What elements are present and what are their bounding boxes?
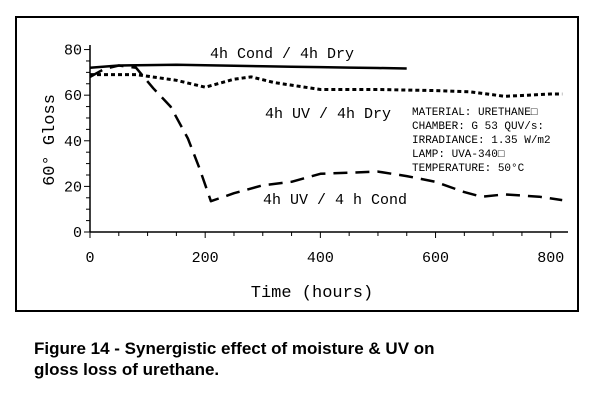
- annotation-material: MATERIAL: URETHANE□: [412, 107, 538, 119]
- series-label-4h-uv-4h-cond: 4h UV / 4 h Cond: [263, 192, 407, 209]
- series-label-4h-uv-4h-dry: 4h UV / 4h Dry: [265, 106, 391, 123]
- series-line-4h-cond-4h-dry: [89, 63, 407, 70]
- chart-frame: [15, 16, 579, 312]
- figure-caption: Figure 14 - Synergistic effect of moistu…: [34, 338, 594, 380]
- x-tick-label: 400: [307, 250, 334, 267]
- y-tick-label: 60: [64, 88, 82, 105]
- series-label-4h-cond-4h-dry: 4h Cond / 4h Dry: [210, 46, 354, 63]
- test-conditions-annotation: MATERIAL: URETHANE□ CHAMBER: G 53 QUV/s:…: [412, 107, 551, 175]
- caption-line-2: gloss loss of urethane.: [34, 360, 220, 379]
- annotation-temperature: TEMPERATURE: 50°C: [412, 163, 525, 175]
- y-tick-label: 40: [64, 134, 82, 151]
- annotation-lamp: LAMP: UVA-340□: [412, 149, 505, 161]
- x-axis-label: Time (hours): [251, 284, 373, 303]
- y-tick-label: 0: [73, 225, 82, 242]
- x-tick-label: 0: [85, 250, 94, 267]
- series-line-4h-uv-4h-dry: [90, 73, 563, 98]
- y-tick-label: 80: [64, 43, 82, 60]
- annotation-chamber: CHAMBER: G 53 QUV/s:: [412, 121, 544, 133]
- y-axis-label: 60° Gloss: [41, 94, 60, 186]
- chart-series: [89, 63, 563, 203]
- x-tick-label: 800: [537, 250, 564, 267]
- chart-ticks: 0 200 400 600 800 0 20 40 60 80: [64, 43, 564, 267]
- x-tick-label: 600: [422, 250, 449, 267]
- y-tick-label: 20: [64, 179, 82, 196]
- x-tick-label: 200: [192, 250, 219, 267]
- caption-line-1: Figure 14 - Synergistic effect of moistu…: [34, 339, 435, 358]
- series-line-4h-uv-4-h-cond: [89, 64, 563, 203]
- annotation-irradiance: IRRADIANCE: 1.35 W/m2: [412, 135, 551, 147]
